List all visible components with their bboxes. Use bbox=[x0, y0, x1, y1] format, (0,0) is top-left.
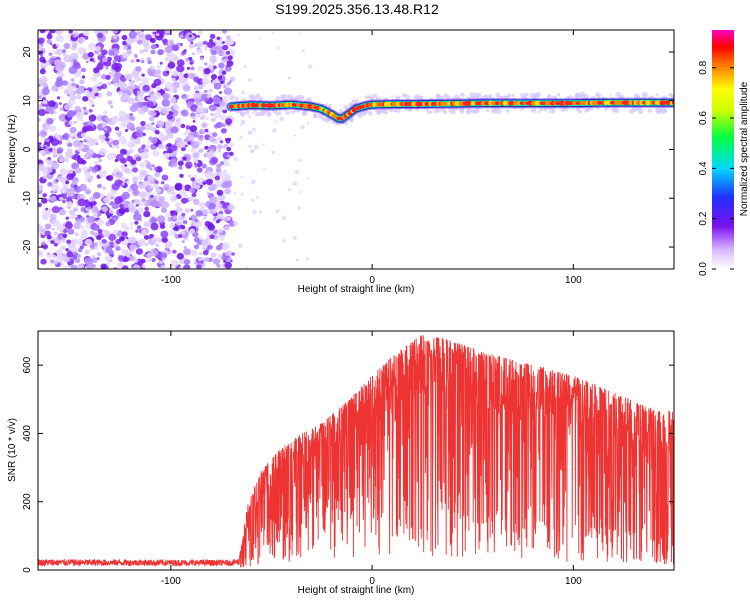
y-tick-label: -10 bbox=[22, 191, 33, 206]
y-tick-label: 10 bbox=[22, 95, 33, 107]
x-tick-label: -100 bbox=[161, 576, 181, 587]
snr-ticks: -100 0 100 0 200 400 600 bbox=[22, 331, 674, 587]
y-tick-label: 0 bbox=[22, 567, 33, 573]
spectrogram-ylabel: Frequency (Hz) bbox=[7, 115, 18, 184]
figure-title: S199.2025.356.13.48.R12 bbox=[275, 1, 439, 17]
colorbar: 0.0 0.2 0.4 0.6 0.8 Normalized spectral ampl… bbox=[698, 30, 750, 276]
colorbar-tick-label: 0.6 bbox=[698, 111, 709, 125]
y-tick-label: -20 bbox=[22, 239, 33, 254]
y-tick-label: 400 bbox=[22, 425, 33, 442]
x-tick-label: 100 bbox=[565, 275, 582, 286]
x-tick-label: 0 bbox=[369, 576, 375, 587]
colorbar-label: Normalized spectral amplitude bbox=[739, 81, 750, 216]
spectrogram-xlabel: Height of straight line (km) bbox=[298, 284, 415, 295]
spectral-ridge bbox=[226, 91, 674, 126]
snr-series-line bbox=[38, 335, 674, 568]
colorbar-ticks: 0.0 0.2 0.4 0.6 0.8 bbox=[698, 60, 734, 276]
y-tick-label: 200 bbox=[22, 493, 33, 510]
snr-ylabel: SNR (10 * v/v) bbox=[7, 418, 18, 482]
noise-region bbox=[38, 30, 313, 269]
colorbar-tick-label: 0.4 bbox=[698, 161, 709, 175]
colorbar-tick-label: 0.2 bbox=[698, 211, 709, 225]
spectrogram-plot bbox=[38, 30, 674, 269]
y-tick-label: 600 bbox=[22, 356, 33, 373]
spectrogram-frame bbox=[37, 29, 675, 270]
snr-plot bbox=[38, 335, 674, 568]
x-tick-label: 0 bbox=[369, 275, 375, 286]
colorbar-gradient bbox=[712, 30, 734, 269]
y-tick-label: 0 bbox=[22, 146, 33, 152]
colorbar-tick-label: 0.8 bbox=[698, 60, 709, 74]
snr-xlabel: Height of straight line (km) bbox=[298, 585, 415, 596]
x-tick-label: 100 bbox=[565, 576, 582, 587]
snr-frame bbox=[37, 330, 675, 571]
x-tick-label: -100 bbox=[161, 275, 181, 286]
colorbar-tick-label: 0.0 bbox=[698, 262, 709, 276]
snr-panel: -100 0 100 0 200 400 600 Height of straight li… bbox=[7, 330, 675, 596]
y-tick-label: 20 bbox=[22, 46, 33, 58]
